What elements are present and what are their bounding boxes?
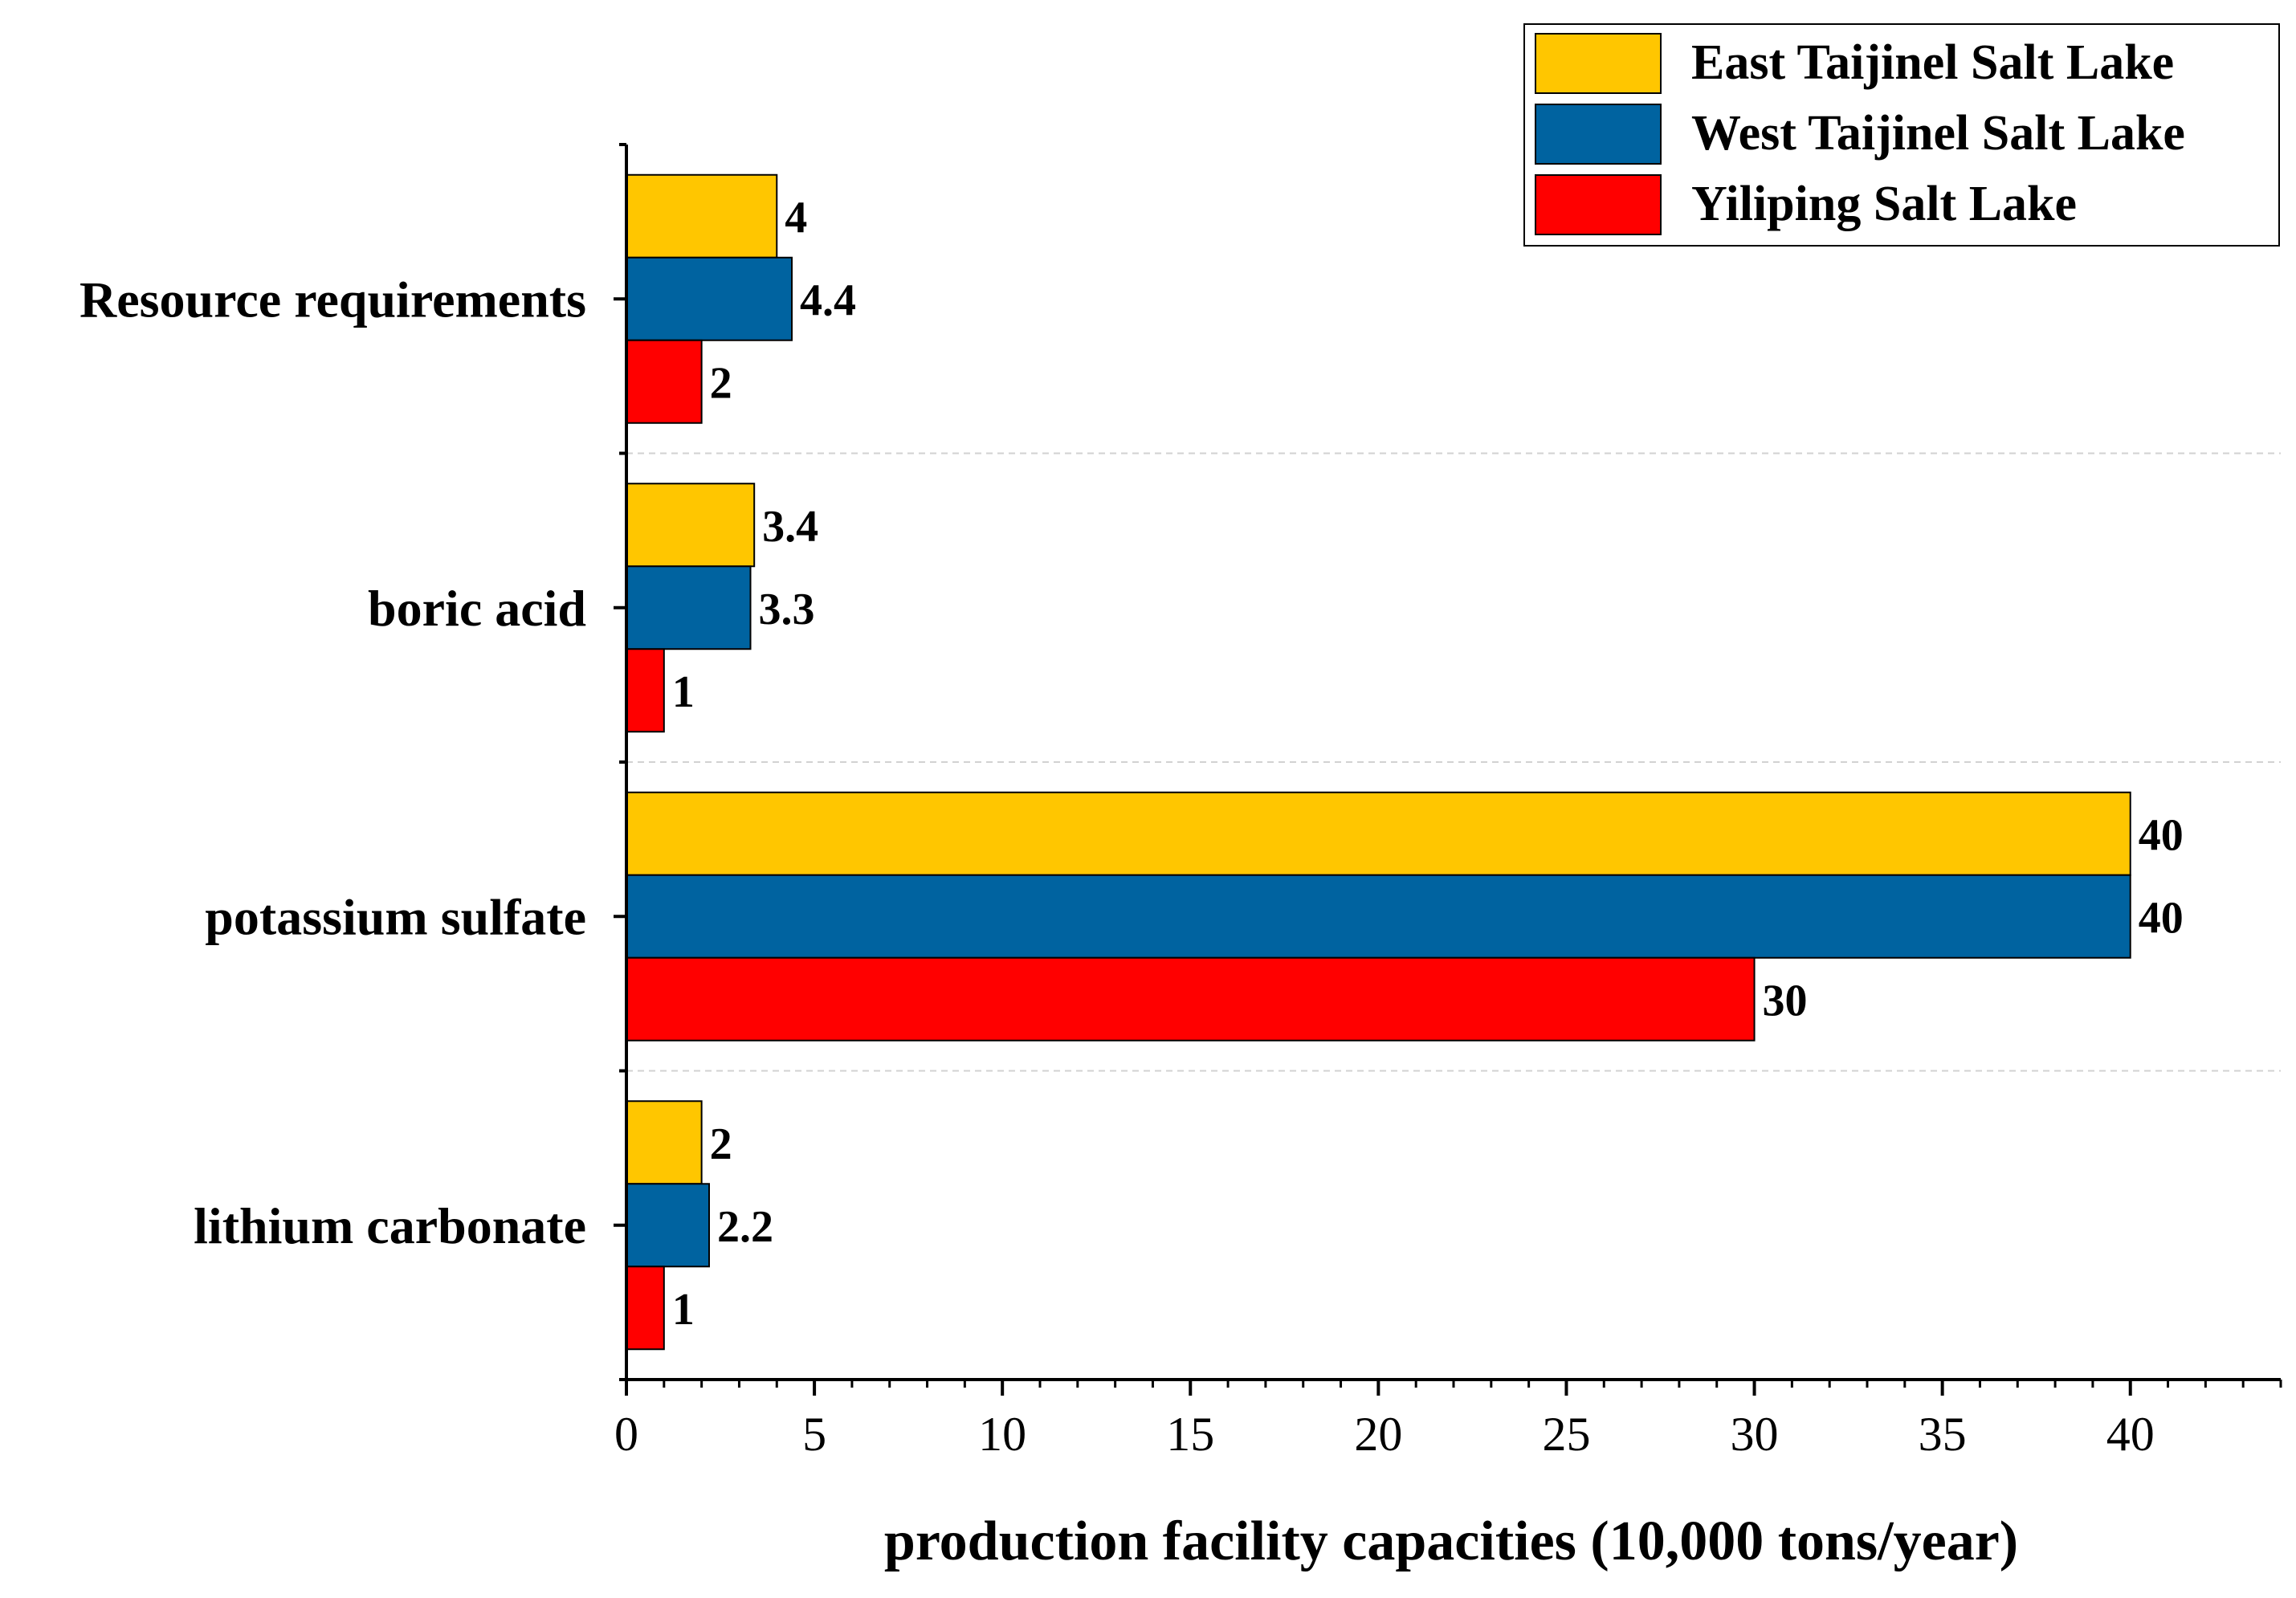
legend-swatch-3	[1535, 174, 1662, 235]
data-label: 4	[785, 193, 807, 243]
legend-swatch-2	[1535, 104, 1662, 165]
x-tick-label: 30	[1731, 1408, 1779, 1461]
legend: East Taijinel Salt Lake West Taijinel Sal…	[1523, 23, 2280, 247]
legend-swatch-1	[1535, 33, 1662, 94]
x-tick-label: 20	[1354, 1408, 1402, 1461]
x-axis-title: production facility capacities (10,000 t…	[884, 1510, 2018, 1572]
data-label: 40	[2139, 893, 2184, 943]
x-tick-label: 15	[1166, 1408, 1214, 1461]
category-label: lithium carbonate	[194, 1197, 586, 1254]
bars-layer	[626, 173, 2131, 1351]
x-tick-label: 10	[978, 1408, 1026, 1461]
legend-label-2: West Taijinel Salt Lake	[1691, 106, 2185, 161]
data-label: 3.3	[759, 585, 815, 634]
x-tick-label: 25	[1542, 1408, 1590, 1461]
bar-potassium-sulfate-series-3	[626, 956, 1756, 1042]
bar-resource-requirements-series-1	[626, 173, 778, 259]
labels-layer: 4 4.4 2 Resource requirements 3.4 3.3 1 boric a…	[80, 193, 2184, 1461]
bar-lithium-carbonate-series-1	[626, 1100, 703, 1185]
data-label: 1	[672, 667, 695, 717]
bar-boric-acid-series-3	[626, 648, 665, 733]
bar-lithium-carbonate-series-2	[626, 1183, 710, 1268]
bar-boric-acid-series-2	[626, 565, 752, 650]
axes-layer	[614, 143, 2282, 1396]
legend-label-1: East Taijinel Salt Lake	[1691, 35, 2174, 90]
bar-resource-requirements-series-2	[626, 256, 793, 341]
data-label: 2.2	[717, 1202, 773, 1252]
data-label: 2	[710, 358, 732, 408]
data-label: 2	[710, 1119, 732, 1169]
bar-resource-requirements-series-3	[626, 339, 703, 424]
category-label: boric acid	[368, 580, 586, 637]
grid-layer	[626, 452, 2281, 1072]
x-tick-label: 35	[1919, 1408, 1967, 1461]
category-label: potassium sulfate	[205, 888, 586, 945]
data-label: 40	[2139, 810, 2184, 860]
data-label: 30	[1763, 976, 1808, 1025]
data-label: 3.4	[762, 502, 818, 552]
bar-potassium-sulfate-series-1	[626, 791, 2131, 876]
bar-boric-acid-series-1	[626, 483, 756, 568]
bar-potassium-sulfate-series-2	[626, 874, 2131, 959]
x-tick-label: 0	[614, 1408, 638, 1461]
legend-label-3: Yiliping Salt Lake	[1691, 177, 2077, 231]
x-tick-label: 5	[802, 1408, 826, 1461]
category-label: Resource requirements	[80, 271, 586, 328]
bar-lithium-carbonate-series-3	[626, 1266, 665, 1351]
data-label: 4.4	[800, 275, 856, 325]
data-label: 1	[672, 1285, 695, 1335]
x-tick-label: 40	[2106, 1408, 2155, 1461]
